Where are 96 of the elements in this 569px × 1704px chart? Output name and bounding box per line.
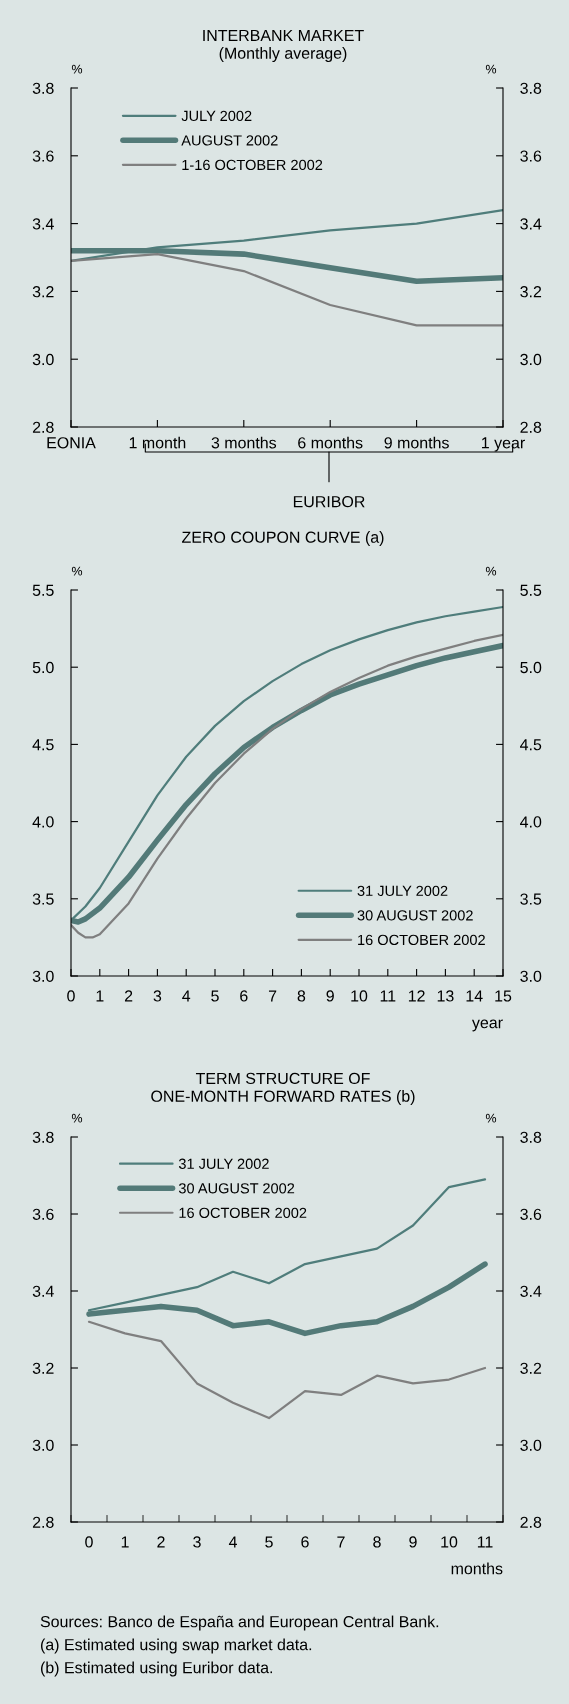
x-tick-label: 5 [265,1536,273,1548]
x-tick-label: 11 [477,1536,493,1548]
x-tick-label: 2 [124,990,133,1002]
y-tick-label: 3.8 [32,82,54,94]
x-tick-label: 9 [409,1536,417,1548]
y2-tick-label: 3.2 [520,1362,542,1374]
chart-title: TERM STRUCTURE OF ONE-MONTH FORWARD RATES (b) [151,1072,415,1105]
line-series [87,1320,487,1420]
x-tick-label: 6 [240,990,248,1002]
y2-axis-title: % [485,1113,497,1123]
y-tick-label: 4.0 [32,816,54,828]
y2-tick-label: 3.6 [520,150,542,162]
y-tick-label: 4.5 [32,739,54,751]
legend-label: 30 AUGUST 2002 [357,910,473,921]
x-tick-label: 15 [495,990,512,1002]
y2-tick-label: 3.0 [520,1439,542,1451]
y2-tick-label: 3.4 [520,1285,542,1297]
y2-tick-label: 2.8 [520,1516,542,1528]
x-tick-label: 10 [441,1536,458,1548]
x-tick-label: 3 months [211,436,277,449]
y-tick-label: 3.6 [32,1208,54,1220]
y-tick-label: 5.0 [32,661,54,674]
x-tick-label: 2 [157,1536,165,1548]
y-tick-label: 2.8 [32,421,54,433]
y-axis-title: % [71,64,83,74]
chart-title: INTERBANK MARKET (Monthly average) [203,29,364,62]
x-tick-label: 0 [85,1536,93,1548]
x-tick-label: 14 [466,990,483,1002]
y-axis-title: % [71,1113,83,1123]
y2-axis-title: % [485,64,497,74]
y-tick-label: 3.4 [32,1285,54,1297]
y-tick-label: 3.6 [32,150,54,162]
y2-tick-label: 4.5 [520,739,542,751]
y-tick-label: 3.0 [32,1439,54,1451]
x-tick-label: 9 months [384,436,449,449]
x-tick-label: 4 [228,1536,237,1548]
x-tick-label: 7 [268,990,277,1002]
y-axis-title: % [71,566,83,576]
legend-label: 30 AUGUST 2002 [178,1183,295,1194]
legend-label: AUGUST 2002 [181,135,278,146]
y2-tick-label: 3.8 [520,82,542,94]
text: (a) Estimated using swap market data. [40,1638,312,1654]
y2-tick-label: 5.0 [520,661,542,674]
x-tick-label: 1 [121,1536,129,1548]
y-tick-label: 3.5 [32,893,54,905]
y-tick-label: 3.0 [32,353,54,366]
x-tick-label: EONIA [47,437,96,449]
source-note: Sources: Banco de España and European Central Bank. [40,1615,439,1631]
y-tick-label: 5.5 [32,584,54,596]
y-tick-label: 3.0 [32,970,54,982]
x-tick-label: 5 [211,990,219,1002]
y2-tick-label: 3.0 [520,970,542,982]
y-tick-label: 3.4 [32,218,54,230]
x-tick-label: 9 [326,990,334,1002]
x-tick-label: 8 [297,990,306,1002]
x-tick-label: 12 [408,990,425,1002]
y2-tick-label: 5.5 [520,584,542,596]
y-tick-label: 3.2 [32,1362,54,1374]
x-tick-label: 7 [337,1536,345,1548]
legend-label: 1-16 OCTOBER 2002 [182,159,323,171]
x-tick-label: 1 [96,990,104,1002]
legend-label: 16 OCTOBER 2002 [179,1207,307,1219]
legend-label: 31 JULY 2002 [357,885,448,896]
x-tick-label: 13 [437,990,454,1002]
text: (b) Estimated using Euribor data. [40,1661,273,1677]
line-series [71,253,503,327]
y2-tick-label: 2.8 [520,421,542,433]
x-tick-label: 6 [301,1536,309,1548]
y2-tick-label: 3.0 [520,353,542,366]
x-tick-label: 3 [153,990,162,1002]
y2-tick-label: 3.5 [520,893,542,905]
x-tick-label: 11 [380,990,396,1002]
x-tick-label: 3 [193,1536,201,1548]
x-tick-label: 4 [182,990,191,1002]
legend-label: 16 OCTOBER 2002 [358,934,485,946]
legend-label: 31 JULY 2002 [178,1158,269,1169]
y2-tick-label: 3.8 [520,1131,542,1143]
x-axis-title: months [451,1562,503,1575]
y-tick-label: 2.8 [32,1516,54,1528]
y2-tick-label: 3.2 [520,286,542,298]
x-tick-label: 8 [373,1536,381,1548]
x-tick-label: 1 month [129,436,186,449]
y2-tick-label: 3.4 [520,218,542,230]
y-tick-label: 3.2 [32,286,54,298]
chart-title: ZERO COUPON CURVE (a) [182,531,384,546]
y2-axis-title: % [485,566,497,576]
x-axis-title: year [471,1019,503,1032]
text: EURIBOR [293,495,365,508]
x-tick-label: 1 year [482,437,525,452]
legend-label: JULY 2002 [181,110,252,122]
x-tick-label: 6 months [298,436,363,449]
y2-tick-label: 4.0 [520,816,542,828]
y-tick-label: 3.8 [32,1131,54,1143]
x-tick-label: 0 [67,990,75,1002]
y2-tick-label: 3.6 [520,1208,542,1220]
x-tick-label: 10 [351,990,368,1002]
